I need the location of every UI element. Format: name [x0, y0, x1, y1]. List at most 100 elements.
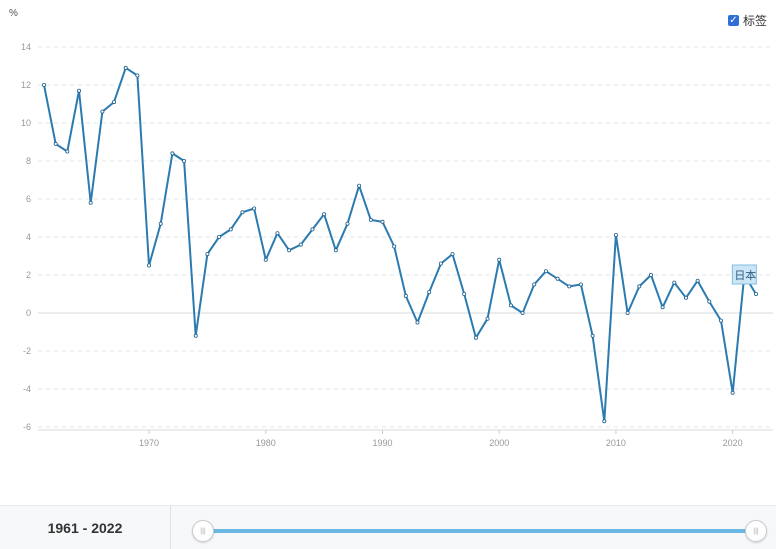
data-point — [462, 291, 467, 296]
data-point — [497, 257, 502, 262]
series-label-tag: 日本 — [731, 264, 757, 285]
x-tick-label: 1990 — [372, 438, 392, 448]
data-point — [88, 200, 93, 205]
x-tick-label: 2020 — [723, 438, 743, 448]
data-point — [170, 151, 175, 156]
y-tick-label: -6 — [23, 422, 31, 432]
data-point — [263, 257, 268, 262]
data-point — [205, 252, 210, 257]
data-point — [520, 310, 525, 315]
data-point — [100, 109, 105, 114]
data-point — [438, 261, 443, 266]
axes — [38, 429, 773, 434]
data-point — [193, 333, 198, 338]
series-line — [43, 66, 757, 423]
data-point — [695, 278, 700, 283]
data-point — [648, 272, 653, 277]
range-separator: - — [78, 519, 92, 536]
data-point — [613, 233, 618, 238]
slider-start-handle[interactable]: ||| — [192, 520, 214, 542]
data-point — [485, 316, 490, 321]
data-point — [298, 242, 303, 247]
data-point — [217, 234, 222, 239]
data-point — [730, 390, 735, 395]
data-point — [380, 219, 385, 224]
data-point — [77, 88, 82, 93]
data-point — [53, 141, 58, 146]
x-tick-label: 2010 — [606, 438, 626, 448]
y-tick-label: -4 — [23, 384, 31, 394]
data-point — [660, 305, 665, 310]
data-point — [322, 212, 327, 217]
data-point — [450, 252, 455, 257]
data-point — [275, 231, 280, 236]
data-point — [112, 100, 117, 105]
y-tick-label: 2 — [26, 270, 31, 280]
footer-divider — [170, 506, 171, 549]
series-label-text: 日本 — [734, 268, 756, 282]
label-toggle[interactable]: ✓ 标签 — [728, 12, 767, 29]
data-point — [473, 335, 478, 340]
data-point — [147, 263, 152, 268]
series-label-box — [731, 264, 757, 285]
y-tick-label: 6 — [26, 194, 31, 204]
y-tick-label: 8 — [26, 156, 31, 166]
data-point — [158, 221, 163, 226]
x-tick-labels: 1970 1980 1990 2000 2010 2020 — [139, 438, 743, 448]
data-point — [252, 206, 257, 211]
data-point — [637, 284, 642, 289]
data-point — [508, 303, 513, 308]
data-point — [403, 293, 408, 298]
y-tick-label: 12 — [21, 80, 31, 90]
data-point — [567, 284, 572, 289]
grip-icon: ||| — [753, 527, 759, 535]
data-point — [392, 244, 397, 249]
checkbox-checked-icon[interactable]: ✓ — [728, 14, 739, 26]
year-range-label: 1961 - 2022 — [0, 506, 170, 549]
data-point — [368, 217, 373, 222]
data-point — [532, 282, 537, 287]
slider-track[interactable] — [202, 529, 755, 533]
grid-lines — [38, 46, 773, 428]
x-tick-label: 1970 — [139, 438, 159, 448]
data-point — [672, 280, 677, 285]
data-point — [707, 299, 712, 304]
data-point — [625, 310, 630, 315]
data-point — [333, 248, 338, 253]
data-point — [602, 419, 607, 424]
data-point — [427, 290, 432, 295]
slider-end-handle[interactable]: ||| — [745, 520, 767, 542]
data-point — [42, 83, 47, 88]
range-end-year: 2022 — [91, 519, 123, 536]
y-tick-label: 0 — [26, 308, 31, 318]
data-point — [683, 295, 688, 300]
data-point — [240, 210, 245, 215]
label-toggle-text: 标签 — [743, 14, 768, 28]
data-point — [228, 227, 233, 232]
data-point — [415, 320, 420, 325]
data-point — [182, 158, 187, 163]
range-start-year: 1961 — [47, 519, 79, 536]
data-points — [42, 65, 759, 424]
data-point — [345, 221, 350, 226]
y-tick-label: 10 — [21, 118, 31, 128]
data-point — [65, 149, 70, 154]
y-tick-label: 4 — [26, 232, 31, 242]
y-tick-labels: -6 -4 -2 0 2 4 6 8 10 12 14 — [21, 42, 31, 432]
data-point — [578, 282, 583, 287]
data-point — [718, 318, 723, 323]
data-point — [287, 248, 292, 253]
data-point — [135, 73, 140, 78]
y-axis-label: % — [9, 8, 18, 19]
year-range-bar: 1961 - 2022 ||| ||| — [0, 505, 776, 549]
data-point — [754, 291, 759, 296]
data-point — [543, 269, 548, 274]
data-point — [357, 183, 362, 188]
y-tick-label: -2 — [23, 346, 31, 356]
data-point — [555, 276, 560, 281]
data-point — [590, 333, 595, 338]
year-range-slider[interactable]: ||| ||| — [192, 506, 767, 549]
x-tick-label: 2000 — [489, 438, 509, 448]
grip-icon: ||| — [200, 527, 206, 535]
line-chart: % -6 -4 -2 0 2 4 6 8 10 12 14 1970 1980 1990 2000 2010… — [9, 8, 773, 448]
